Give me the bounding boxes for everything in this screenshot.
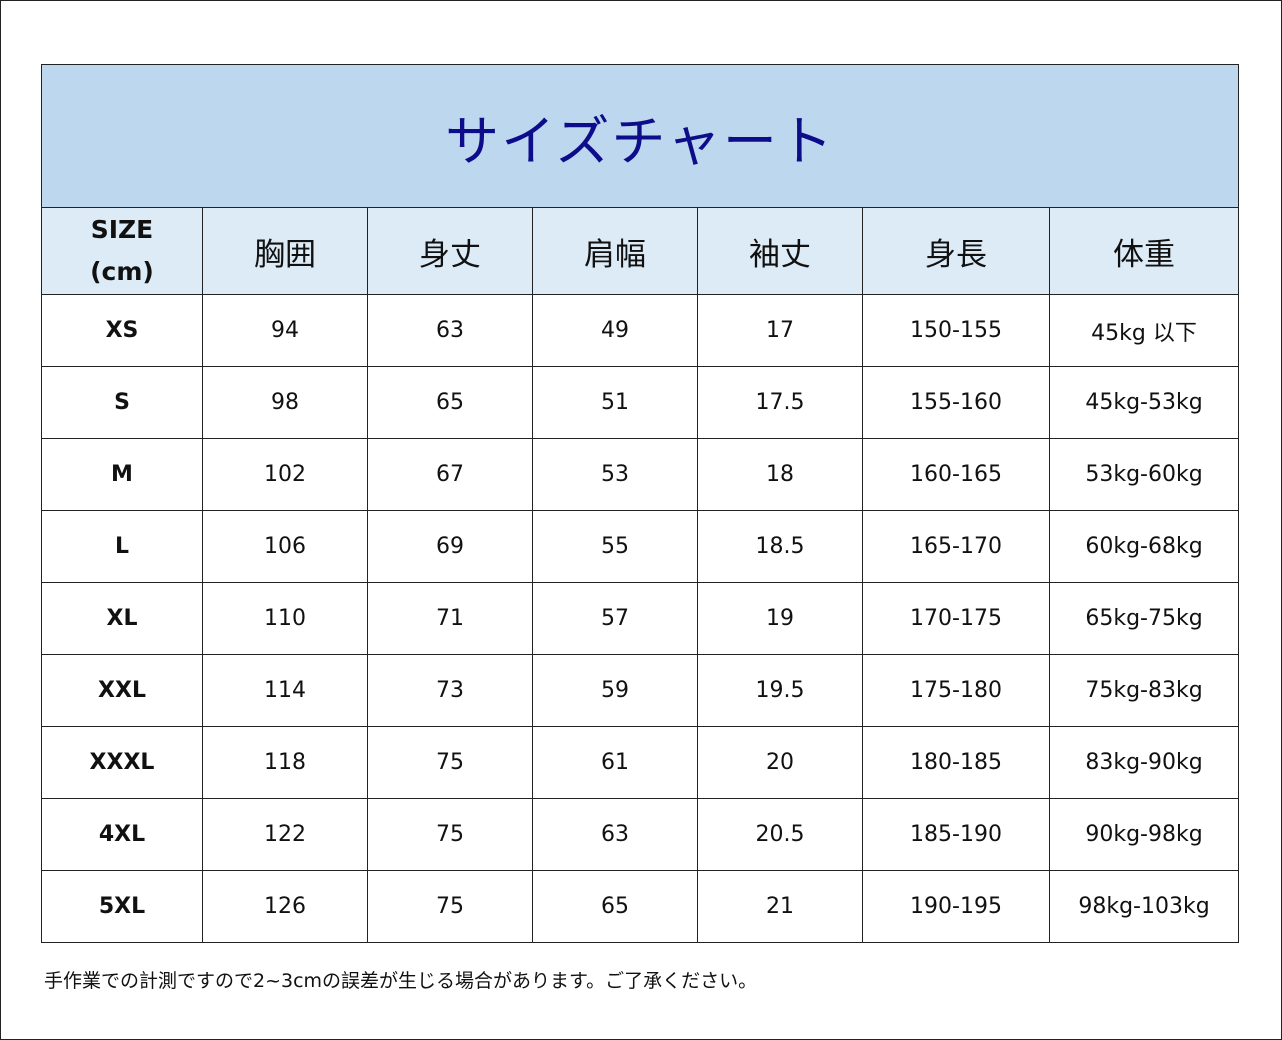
- cell-height: 180-185: [862, 726, 1050, 799]
- header-size: SIZE (cm): [41, 207, 203, 295]
- cell-sleeve: 20: [697, 726, 863, 799]
- cell-shoulder: 49: [532, 294, 698, 367]
- cell-weight: 60kg-68kg: [1048, 510, 1240, 583]
- cell-length: 63: [367, 294, 533, 367]
- cell-length: 75: [367, 798, 533, 871]
- cell-size: 4XL: [41, 798, 203, 871]
- header-shoulder: 肩幅: [532, 207, 698, 295]
- cell-shoulder: 63: [532, 798, 698, 871]
- table-row: 4XL 122 75 63 20.5 185-190 90kg-98kg: [41, 798, 1240, 871]
- header-sleeve: 袖丈: [697, 207, 863, 295]
- cell-weight: 65kg-75kg: [1048, 582, 1240, 655]
- table-row: S 98 65 51 17.5 155-160 45kg-53kg: [41, 366, 1240, 439]
- chart-title: サイズチャート: [40, 64, 1240, 208]
- cell-size: S: [41, 366, 203, 439]
- cell-shoulder: 57: [532, 582, 698, 655]
- cell-weight: 45kg-53kg: [1048, 366, 1240, 439]
- cell-shoulder: 65: [532, 870, 698, 943]
- cell-sleeve: 19.5: [697, 654, 863, 727]
- header-height: 身長: [862, 207, 1050, 295]
- cell-length: 67: [367, 438, 533, 511]
- cell-height: 175-180: [862, 654, 1050, 727]
- cell-chest: 126: [202, 870, 368, 943]
- cell-sleeve: 17.5: [697, 366, 863, 439]
- cell-length: 75: [367, 726, 533, 799]
- cell-chest: 118: [202, 726, 368, 799]
- cell-height: 170-175: [862, 582, 1050, 655]
- cell-sleeve: 18: [697, 438, 863, 511]
- cell-size: XXL: [41, 654, 203, 727]
- cell-chest: 106: [202, 510, 368, 583]
- cell-shoulder: 51: [532, 366, 698, 439]
- cell-length: 69: [367, 510, 533, 583]
- cell-height: 155-160: [862, 366, 1050, 439]
- cell-chest: 98: [202, 366, 368, 439]
- header-weight: 体重: [1048, 207, 1240, 295]
- cell-chest: 110: [202, 582, 368, 655]
- table-row: XXL 114 73 59 19.5 175-180 75kg-83kg: [41, 654, 1240, 727]
- header-length: 身丈: [367, 207, 533, 295]
- table-row: XL 110 71 57 19 170-175 65kg-75kg: [41, 582, 1240, 655]
- table-row: L 106 69 55 18.5 165-170 60kg-68kg: [41, 510, 1240, 583]
- cell-size: XS: [41, 294, 203, 367]
- cell-chest: 122: [202, 798, 368, 871]
- header-chest: 胸囲: [202, 207, 368, 295]
- cell-sleeve: 19: [697, 582, 863, 655]
- table-row: 5XL 126 75 65 21 190-195 98kg-103kg: [41, 870, 1240, 943]
- cell-sleeve: 21: [697, 870, 863, 943]
- cell-weight: 75kg-83kg: [1048, 654, 1240, 727]
- table-row: M 102 67 53 18 160-165 53kg-60kg: [41, 438, 1240, 511]
- cell-sleeve: 18.5: [697, 510, 863, 583]
- cell-weight: 98kg-103kg: [1048, 870, 1240, 943]
- cell-size: M: [41, 438, 203, 511]
- size-chart-table: サイズチャート SIZE (cm) 胸囲 身丈 肩幅 袖丈 身長 体重 XS 94 6…: [40, 64, 1240, 943]
- cell-weight: 90kg-98kg: [1048, 798, 1240, 871]
- cell-size: XXXL: [41, 726, 203, 799]
- cell-chest: 114: [202, 654, 368, 727]
- cell-height: 165-170: [862, 510, 1050, 583]
- cell-length: 71: [367, 582, 533, 655]
- table-row: XXXL 118 75 61 20 180-185 83kg-90kg: [41, 726, 1240, 799]
- cell-sleeve: 20.5: [697, 798, 863, 871]
- footnote: 手作業での計測ですので2~3cmの誤差が生じる場合があります。ご了承ください。: [44, 970, 758, 992]
- cell-height: 160-165: [862, 438, 1050, 511]
- cell-size: 5XL: [41, 870, 203, 943]
- cell-length: 75: [367, 870, 533, 943]
- cell-chest: 94: [202, 294, 368, 367]
- cell-chest: 102: [202, 438, 368, 511]
- cell-shoulder: 53: [532, 438, 698, 511]
- cell-length: 73: [367, 654, 533, 727]
- cell-length: 65: [367, 366, 533, 439]
- cell-shoulder: 55: [532, 510, 698, 583]
- cell-weight: 83kg-90kg: [1048, 726, 1240, 799]
- cell-weight: 45kg 以下: [1048, 294, 1240, 367]
- cell-shoulder: 59: [532, 654, 698, 727]
- cell-weight: 53kg-60kg: [1048, 438, 1240, 511]
- cell-size: L: [41, 510, 203, 583]
- cell-shoulder: 61: [532, 726, 698, 799]
- cell-size: XL: [41, 582, 203, 655]
- table-row: XS 94 63 49 17 150-155 45kg 以下: [41, 294, 1240, 367]
- cell-height: 185-190: [862, 798, 1050, 871]
- header-row: SIZE (cm) 胸囲 身丈 肩幅 袖丈 身長 体重: [41, 207, 1240, 295]
- cell-sleeve: 17: [697, 294, 863, 367]
- cell-height: 150-155: [862, 294, 1050, 367]
- cell-height: 190-195: [862, 870, 1050, 943]
